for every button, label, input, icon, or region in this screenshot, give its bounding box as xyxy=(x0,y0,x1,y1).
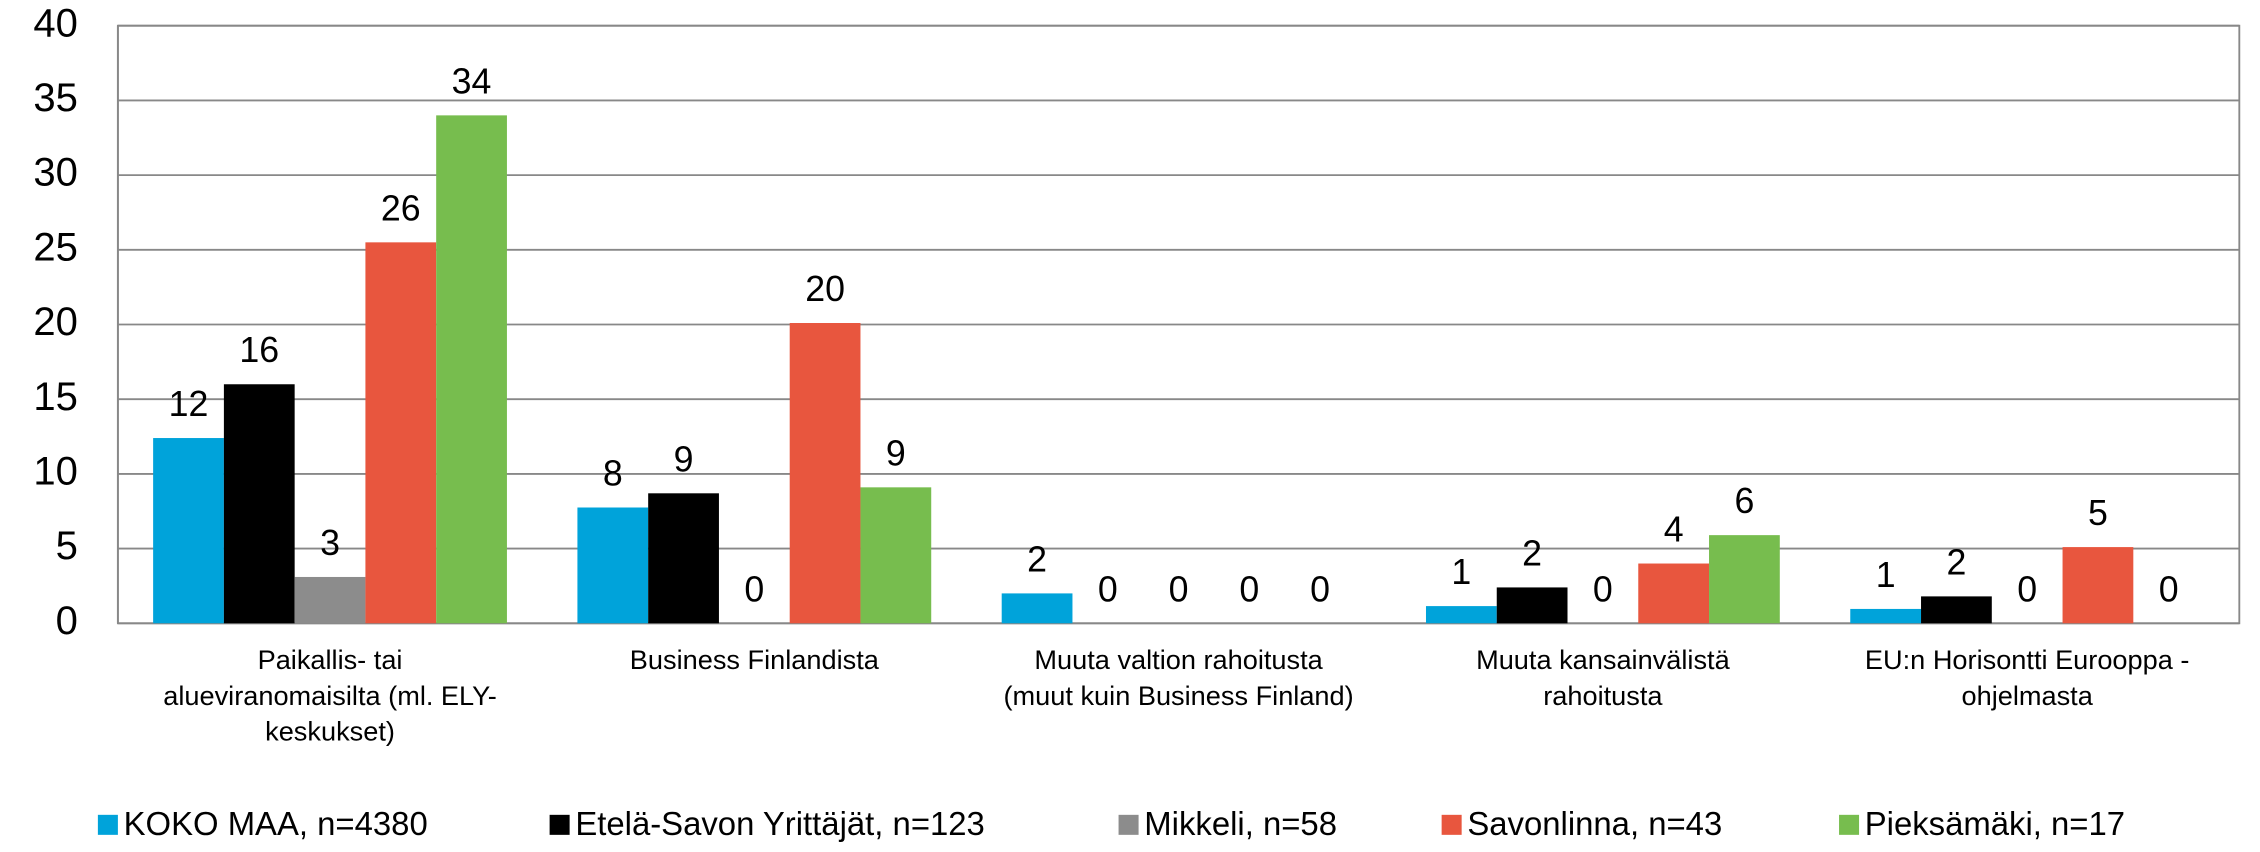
bar xyxy=(436,115,507,624)
legend-swatch xyxy=(1839,814,1860,835)
data-label: 2 xyxy=(1522,533,1542,573)
bar xyxy=(1638,563,1710,624)
bar xyxy=(1850,608,1922,624)
y-tick-label: 40 xyxy=(33,1,78,45)
bar xyxy=(648,493,719,624)
x-tick-label: rahoitusta xyxy=(1543,680,1663,711)
data-label: 9 xyxy=(886,433,906,473)
bar xyxy=(153,438,224,624)
x-tick-label: (muut kuin Business Finland) xyxy=(1004,680,1354,711)
bar xyxy=(860,487,932,624)
bar xyxy=(577,507,649,624)
data-label: 0 xyxy=(744,569,764,609)
x-tick-label: Business Finlandista xyxy=(630,644,880,675)
data-label: 16 xyxy=(239,330,279,370)
legend-swatch xyxy=(1118,814,1139,835)
legend-label: Mikkeli, n=58 xyxy=(1144,805,1337,842)
y-tick-label: 25 xyxy=(33,225,78,269)
y-tick-label: 15 xyxy=(33,375,78,419)
data-label: 0 xyxy=(2159,569,2179,609)
x-tick-label: keskukset) xyxy=(265,716,395,747)
data-label: 9 xyxy=(674,439,694,479)
y-tick-label: 30 xyxy=(33,151,78,195)
data-label: 5 xyxy=(2088,493,2108,533)
data-label: 0 xyxy=(1098,569,1118,609)
y-tick-label: 0 xyxy=(56,599,78,643)
data-label: 0 xyxy=(1593,569,1613,609)
bar xyxy=(223,384,295,624)
legend-label: KOKO MAA, n=4380 xyxy=(124,805,428,842)
bar xyxy=(789,323,861,624)
bar xyxy=(1921,596,1992,624)
x-tick-label: Muuta kansainvälistä xyxy=(1476,644,1730,675)
data-label: 0 xyxy=(2017,569,2037,609)
data-label: 2 xyxy=(1946,542,1966,582)
legend-label: Savonlinna, n=43 xyxy=(1467,805,1722,842)
data-label: 1 xyxy=(1876,555,1896,595)
bar xyxy=(2062,547,2134,624)
x-tick-label: Paikallis- tai xyxy=(258,644,403,675)
data-label: 2 xyxy=(1027,539,1047,579)
y-tick-label: 5 xyxy=(56,524,78,568)
data-label: 20 xyxy=(805,269,845,309)
data-label: 8 xyxy=(603,453,623,493)
data-label: 1 xyxy=(1451,552,1471,592)
bar xyxy=(1496,587,1568,624)
bar xyxy=(365,242,437,624)
x-tick-label: Muuta valtion rahoitusta xyxy=(1034,644,1323,675)
data-label: 34 xyxy=(452,61,492,101)
legend-label: Pieksämäki, n=17 xyxy=(1865,805,2125,842)
y-tick-label: 20 xyxy=(33,300,78,344)
y-tick-label: 10 xyxy=(33,449,78,493)
data-label: 0 xyxy=(1239,569,1259,609)
data-label: 12 xyxy=(169,384,209,424)
data-label: 6 xyxy=(1734,481,1754,521)
bar xyxy=(294,576,366,624)
y-tick-label: 35 xyxy=(33,76,78,120)
x-tick-label: ohjelmasta xyxy=(1962,680,2094,711)
data-label: 26 xyxy=(381,188,421,228)
bar xyxy=(1001,593,1073,624)
x-tick-label: EU:n Horisontti Eurooppa - xyxy=(1865,644,2190,675)
data-label: 0 xyxy=(1169,569,1189,609)
legend-swatch xyxy=(97,814,118,835)
legend-swatch xyxy=(549,814,570,835)
data-label: 0 xyxy=(1310,569,1330,609)
data-label: 3 xyxy=(320,523,340,563)
bar xyxy=(1709,535,1780,624)
legend-swatch xyxy=(1441,814,1462,835)
x-tick-label: alueviranomaisilta (ml. ELY- xyxy=(163,680,497,711)
bar xyxy=(1425,606,1497,624)
data-label: 4 xyxy=(1664,510,1684,550)
legend-label: Etelä-Savon Yrittäjät, n=123 xyxy=(575,805,985,842)
